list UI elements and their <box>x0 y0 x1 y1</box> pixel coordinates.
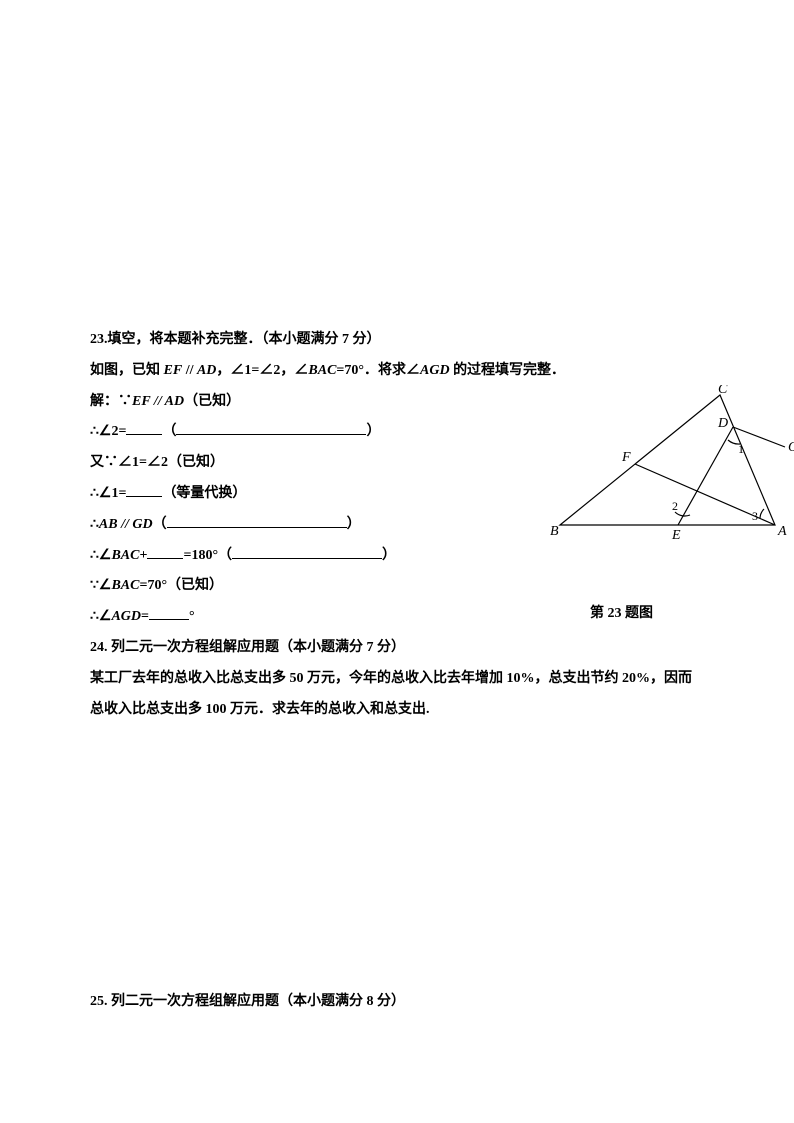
q25-header: 25. 列二元一次方程组解应用题（本小题满分 8 分） <box>90 990 405 1010</box>
text: =180°（ <box>183 548 232 563</box>
blank <box>176 420 366 435</box>
text: （ <box>153 517 167 532</box>
bac: BAC <box>111 578 139 593</box>
line-de <box>678 427 733 525</box>
triangle-diagram: B C A D G F E 1 2 3 <box>550 385 794 545</box>
arc-3 <box>760 509 764 518</box>
text: （ <box>162 424 176 439</box>
text: = <box>141 609 149 624</box>
blank <box>167 513 347 528</box>
text: ∴ <box>90 517 99 532</box>
label-3: 3 <box>752 509 758 523</box>
label-1: 1 <box>738 442 744 456</box>
text: ） <box>366 424 380 439</box>
label-g: G <box>788 440 794 455</box>
triangle-bca <box>560 395 775 525</box>
q23-given: 如图，已知 EF // AD，∠1=∠2，∠BAC=70°．将求∠AGD 的过程… <box>90 356 704 387</box>
text: （已知） <box>184 394 240 409</box>
q24-body2: 总收入比总支出多 100 万元．求去年的总收入和总支出. <box>90 695 704 726</box>
blank <box>232 544 382 559</box>
text: ∴∠ <box>90 548 111 563</box>
page-content: 23.填空，将本题补充完整．（本小题满分 7 分） 如图，已知 EF // AD… <box>90 325 704 725</box>
label-e: E <box>671 528 681 543</box>
text: + <box>139 548 147 563</box>
label-c: C <box>718 385 728 397</box>
agd: AGD <box>111 609 141 624</box>
figure-caption: 第 23 题图 <box>590 602 653 622</box>
blank <box>149 605 189 620</box>
text: ° <box>189 609 195 624</box>
label-a: A <box>777 524 787 539</box>
q23-figure: B C A D G F E 1 2 3 <box>550 385 794 550</box>
q24-body1: 某工厂去年的总收入比总支出多 50 万元，今年的总收入比去年增加 10%，总支出… <box>90 664 704 695</box>
label-d: D <box>717 416 728 431</box>
blank <box>126 420 162 435</box>
text: ∴∠ <box>90 609 111 624</box>
label-2: 2 <box>672 499 678 513</box>
label-b: B <box>550 524 559 539</box>
ab-gd: AB // GD <box>99 517 153 532</box>
q23-header: 23.填空，将本题补充完整．（本小题满分 7 分） <box>90 325 704 356</box>
text: ∴∠2= <box>90 424 126 439</box>
text: =70°（已知） <box>139 578 223 593</box>
q23-step7: ∵∠BAC=70°（已知） <box>90 571 704 602</box>
text: ） <box>382 548 396 563</box>
text: ） <box>347 517 361 532</box>
blank <box>147 544 183 559</box>
ef-ad: EF // AD <box>132 394 184 409</box>
bac: BAC <box>111 548 139 563</box>
label-f: F <box>621 450 631 465</box>
text: 解：∵ <box>90 394 132 409</box>
text: ∴∠1= <box>90 486 126 501</box>
text: （等量代换） <box>162 486 246 501</box>
q24-header: 24. 列二元一次方程组解应用题（本小题满分 7 分） <box>90 633 704 664</box>
q23-given-text: 如图，已知 EF // AD，∠1=∠2，∠BAC=70°．将求∠AGD 的过程… <box>90 363 565 378</box>
text: ∵∠ <box>90 578 111 593</box>
blank <box>126 482 162 497</box>
